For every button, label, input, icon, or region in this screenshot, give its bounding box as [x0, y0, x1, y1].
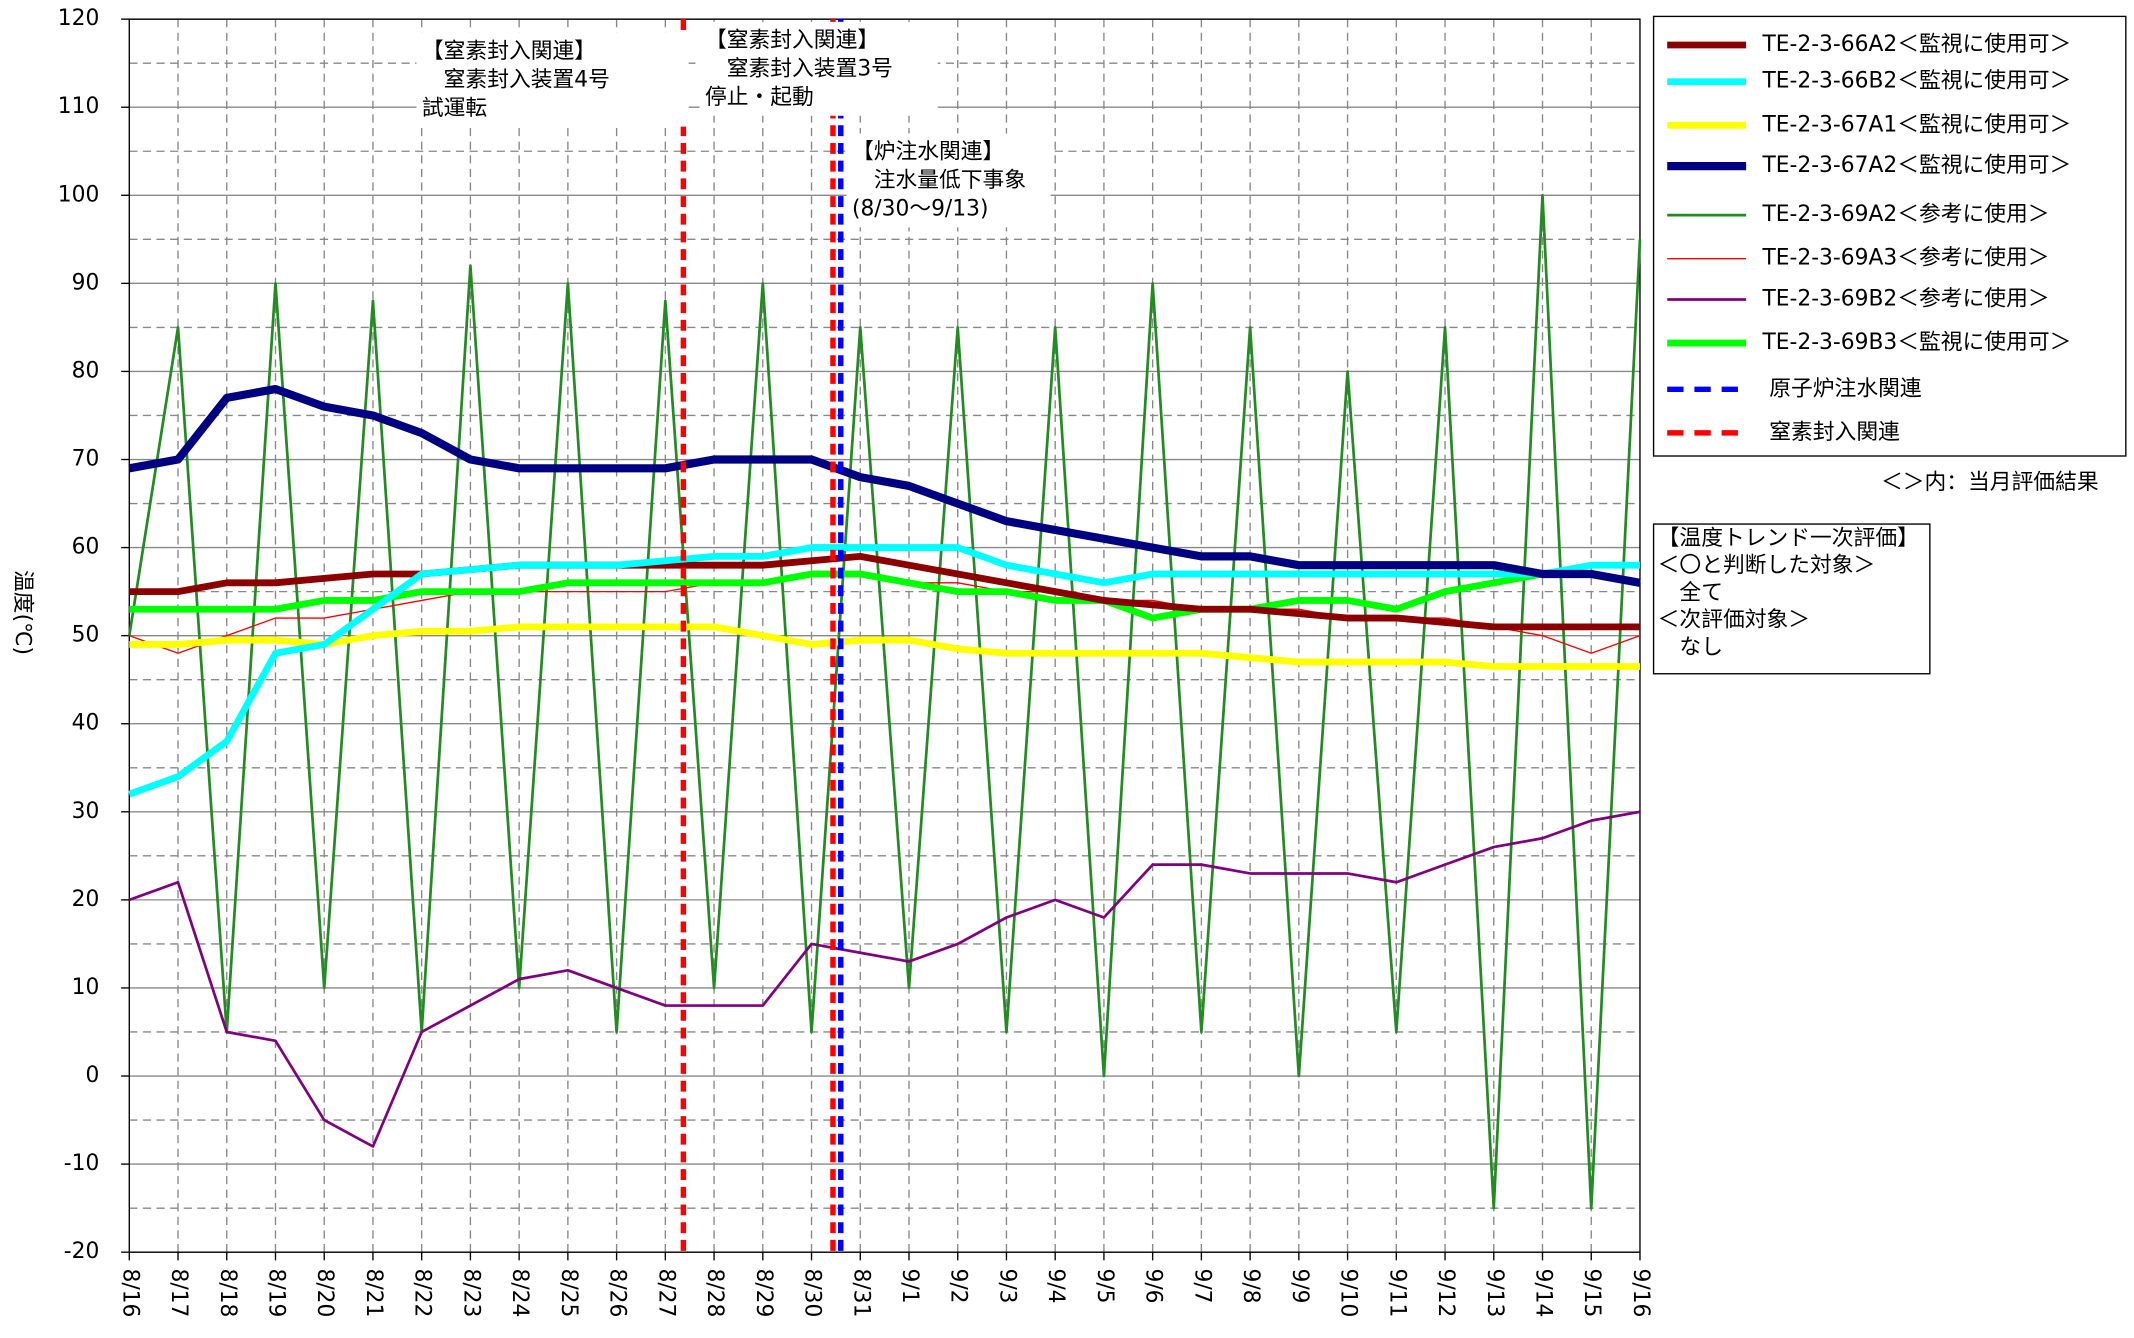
- annotation-text: 停止・起動: [705, 85, 814, 110]
- series-line: [128, 384, 1641, 587]
- x-tick-label: 9/2: [946, 1269, 971, 1304]
- y-tick-label: 70: [72, 447, 100, 472]
- legend-box: [1652, 15, 2127, 457]
- y-tick-label: 0: [85, 1063, 99, 1088]
- x-tick-label: 8/27: [653, 1269, 678, 1318]
- y-tick-label: 10: [72, 975, 100, 1000]
- annotation-bg: [699, 21, 938, 116]
- y-tick-label: 110: [58, 94, 100, 119]
- x-tick-label: 9/13: [1482, 1269, 1507, 1318]
- annotation-text: 【窒素封入関連】: [705, 28, 879, 53]
- x-tick-label: 9/6: [1141, 1269, 1166, 1304]
- x-tick-label: 8/21: [361, 1269, 386, 1318]
- x-tick-label: 9/5: [1092, 1269, 1117, 1304]
- x-tick-label: 9/10: [1336, 1269, 1361, 1318]
- y-tick-label: 80: [72, 358, 100, 383]
- series-line: [129, 552, 1640, 631]
- legend-label: TE-2-3-69B2＜参考に使用＞: [1761, 286, 2049, 311]
- y-tick-label: 90: [72, 270, 100, 295]
- annotation-bg: [416, 32, 689, 127]
- annotation-text: 窒素封入装置3号: [705, 56, 893, 81]
- annotation-text: 注水量低下事象: [852, 168, 1026, 193]
- x-tick-label: 8/24: [507, 1269, 532, 1318]
- x-tick-label: 8/17: [166, 1269, 191, 1318]
- legend-label: TE-2-3-67A1＜監視に使用可＞: [1761, 112, 2071, 137]
- x-tick-label: 8/22: [410, 1269, 435, 1318]
- y-tick-label: 40: [72, 711, 100, 736]
- y-tick-label: -10: [64, 1151, 100, 1176]
- legend-label: 窒素封入関連: [1769, 420, 1900, 445]
- legend-label: TE-2-3-66B2＜監視に使用可＞: [1761, 69, 2071, 94]
- x-tick-label: 9/14: [1531, 1269, 1556, 1318]
- series-line: [128, 544, 1640, 798]
- x-tick-label: 9/7: [1189, 1269, 1214, 1304]
- annotation-text: 【窒素封入関連】: [422, 39, 596, 64]
- x-tick-label: 8/29: [751, 1269, 776, 1318]
- x-tick-label: 9/3: [994, 1269, 1019, 1304]
- x-tick-label: 8/30: [800, 1269, 825, 1318]
- annotation-text: 窒素封入装置4号: [422, 67, 610, 92]
- x-tick-label: 8/20: [312, 1269, 337, 1318]
- x-tick-label: 9/12: [1433, 1269, 1458, 1318]
- annotation-bg: [846, 133, 1051, 228]
- legend-note: ＜＞内：当月評価結果: [1881, 470, 2099, 495]
- x-tick-label: 8/31: [848, 1269, 873, 1318]
- x-tick-label: 8/26: [605, 1269, 630, 1318]
- evaluation-box: [1652, 523, 1931, 675]
- x-tick-label: 8/25: [556, 1269, 581, 1318]
- legend-label: TE-2-3-66A2＜監視に使用可＞: [1761, 32, 2071, 57]
- y-tick-label: 120: [58, 6, 100, 31]
- x-tick-label: 9/11: [1384, 1269, 1409, 1318]
- evaluation-text: なし: [1658, 635, 1723, 660]
- x-tick-label: 8/16: [117, 1269, 142, 1318]
- series-line: [129, 570, 1641, 622]
- evaluation-text: ＜次評価対象＞: [1658, 608, 1810, 633]
- evaluation-text: 全て: [1658, 580, 1723, 605]
- legend-label: TE-2-3-69A3＜参考に使用＞: [1761, 246, 2049, 271]
- series-line: [128, 810, 1641, 1148]
- x-tick-label: 8/28: [702, 1269, 727, 1318]
- y-tick-label: 60: [72, 535, 100, 560]
- x-tick-label: 8/23: [458, 1269, 483, 1318]
- x-tick-label: 8/18: [215, 1269, 240, 1318]
- y-tick-label: -20: [64, 1239, 100, 1264]
- y-tick-label: 20: [72, 887, 100, 912]
- series-line: [127, 193, 1642, 1210]
- x-tick-label: 9/16: [1628, 1269, 1653, 1318]
- evaluation-text: ＜〇と判断した対象＞: [1658, 553, 1876, 578]
- legend-label: TE-2-3-69B3＜監視に使用可＞: [1761, 330, 2071, 355]
- y-axis-label: 温度(℃): [10, 570, 35, 655]
- annotation-text: 【炉注水関連】: [852, 140, 1004, 165]
- y-tick-label: 30: [72, 799, 100, 824]
- y-tick-label: 100: [58, 182, 100, 207]
- annotation-text: (8/30～9/13): [852, 197, 989, 222]
- evaluation-text: 【温度トレンド一次評価】: [1658, 526, 1919, 551]
- x-tick-label: 9/15: [1579, 1269, 1604, 1318]
- y-tick-label: 50: [72, 623, 100, 648]
- annotation-text: 試運転: [422, 96, 487, 121]
- legend-label: TE-2-3-67A2＜監視に使用可＞: [1761, 153, 2071, 178]
- x-tick-label: 9/4: [1043, 1269, 1068, 1304]
- x-tick-label: 9/1: [897, 1269, 922, 1304]
- series-line: [129, 623, 1640, 670]
- x-tick-label: 8/19: [263, 1269, 288, 1318]
- legend-label: TE-2-3-69A2＜参考に使用＞: [1761, 202, 2049, 227]
- x-tick-label: 9/9: [1287, 1269, 1312, 1304]
- legend-label: 原子炉注水関連: [1769, 376, 1922, 401]
- x-tick-label: 9/8: [1238, 1269, 1263, 1304]
